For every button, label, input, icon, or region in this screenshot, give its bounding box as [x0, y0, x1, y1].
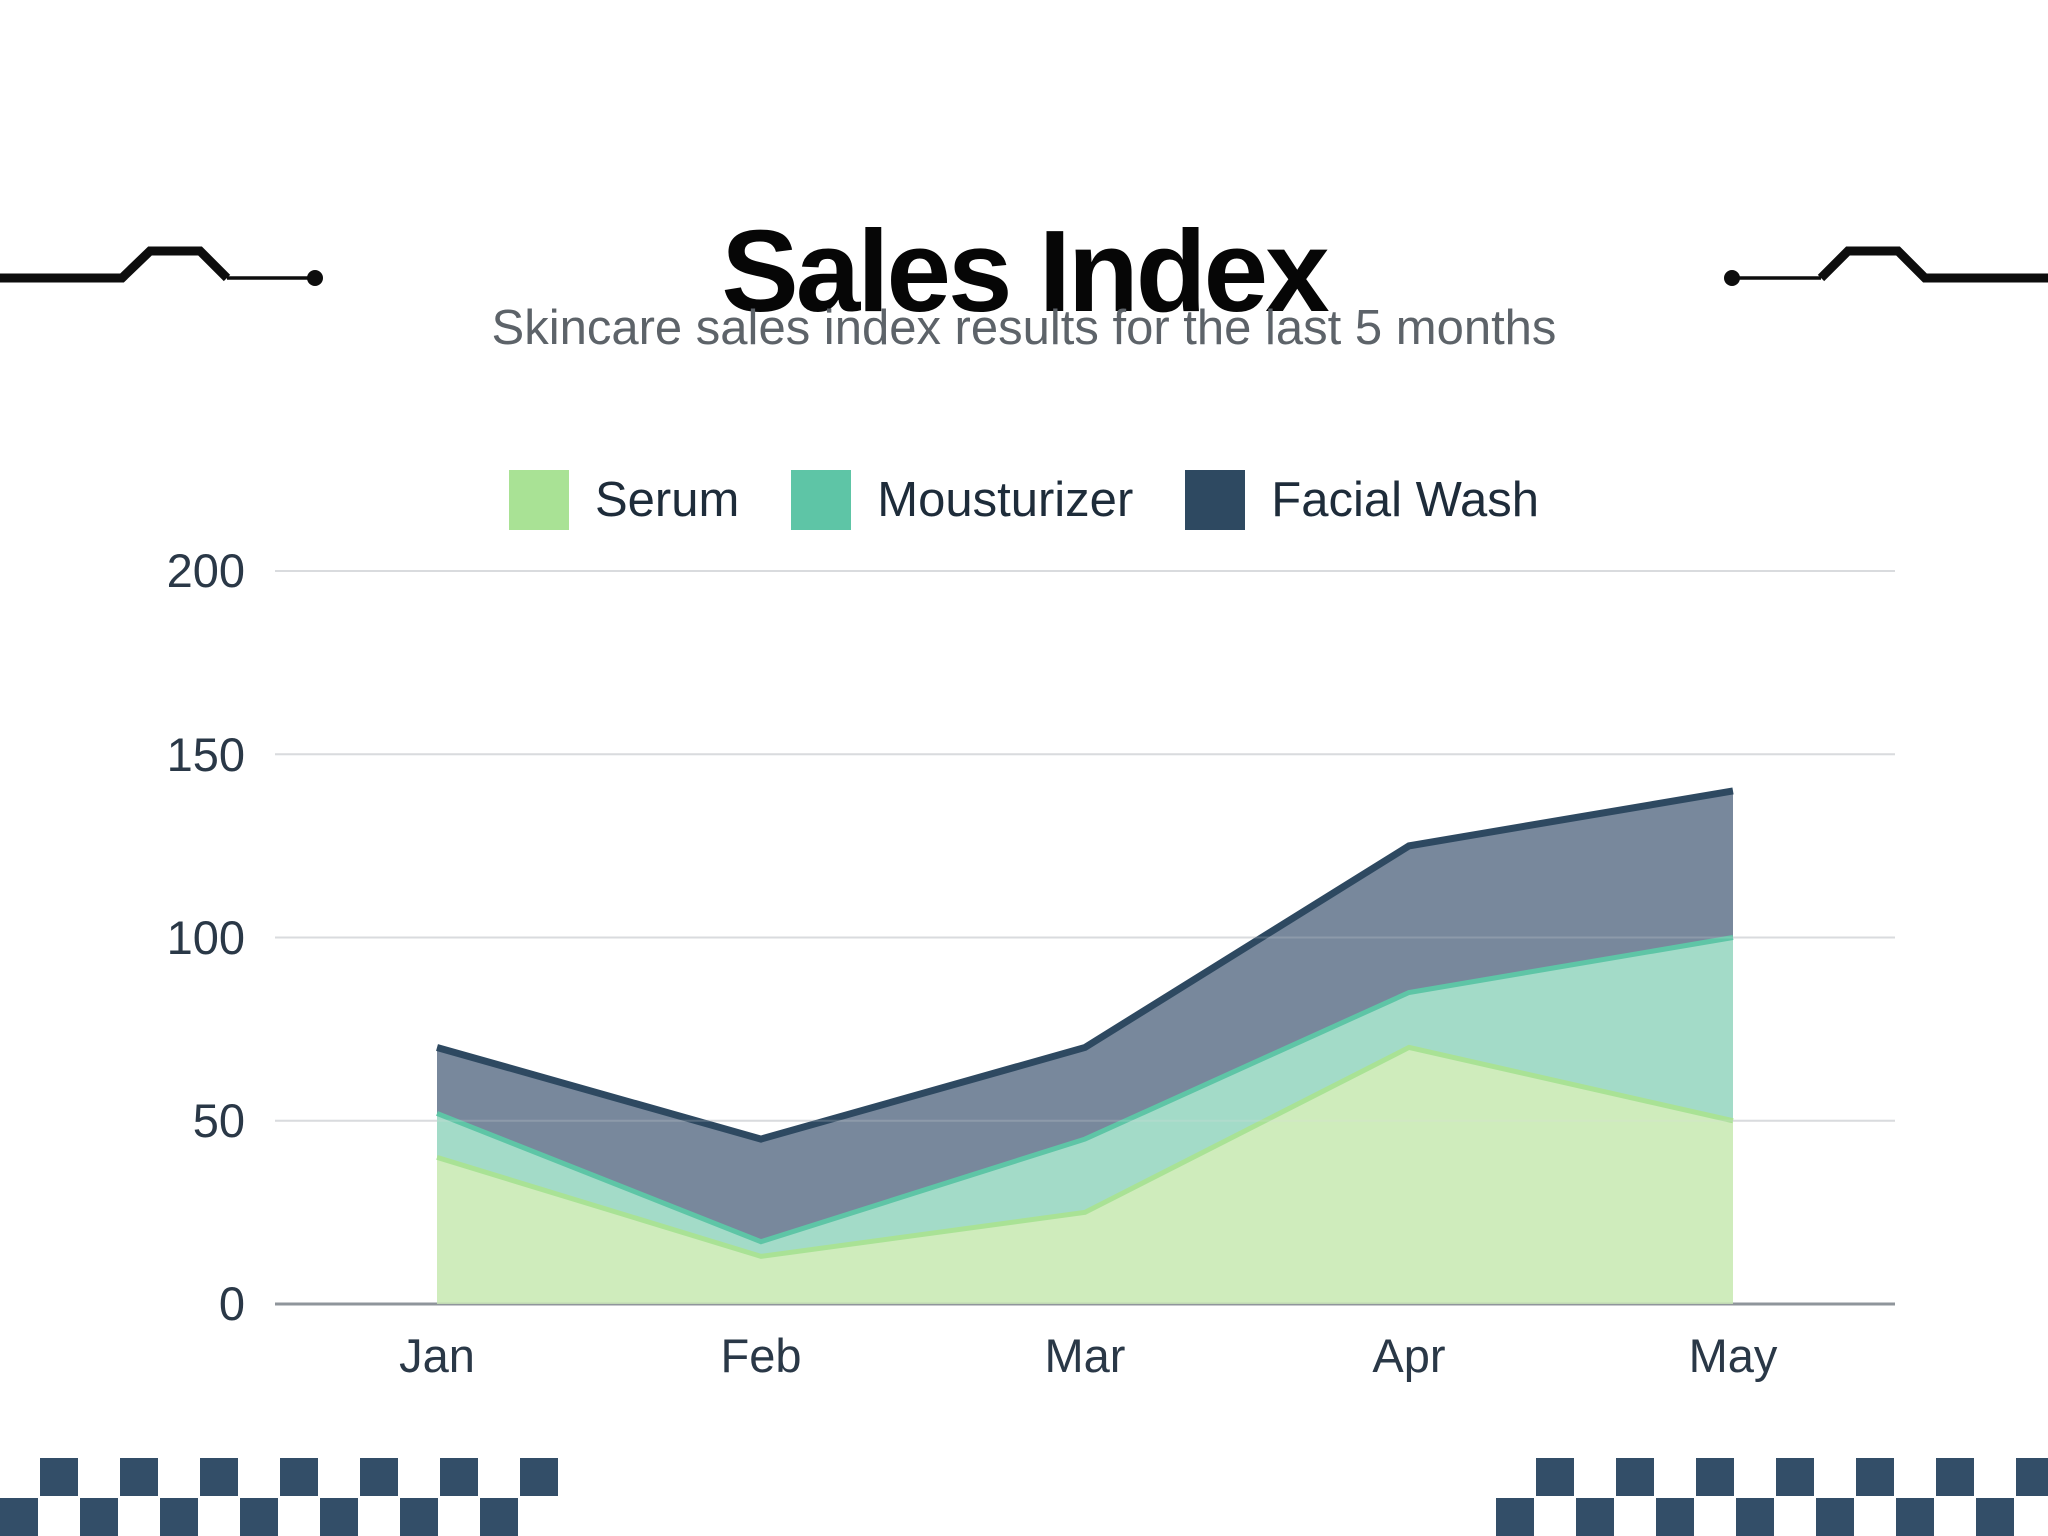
checker-square: [280, 1458, 318, 1496]
facial-wash-color-swatch: [1185, 470, 1246, 530]
checker-square: [360, 1458, 398, 1496]
checker-square: [400, 1498, 438, 1536]
page-subtitle: Skincare sales index results for the las…: [491, 301, 1557, 355]
x-axis-label-may: May: [1688, 1329, 1778, 1382]
checker-square: [1816, 1498, 1854, 1536]
serum-color-swatch: [508, 470, 569, 530]
x-axis-label-feb: Feb: [720, 1329, 802, 1382]
checker-square: [1736, 1498, 1774, 1536]
legend-label-mousturizer: Mousturizer: [877, 472, 1134, 527]
area-serum: [437, 1047, 1733, 1304]
checker-square: [1696, 1458, 1734, 1496]
checker-square: [520, 1458, 558, 1496]
legend-item-serum: Serum: [508, 470, 740, 530]
line-mousturizer: [436, 935, 1734, 1245]
y-axis-tick-50: 50: [192, 1094, 245, 1147]
chart-legend: Serum Mousturizer Facial Wash: [0, 470, 2048, 530]
checker-square: [240, 1498, 278, 1536]
checker-square: [160, 1498, 198, 1536]
checker-square: [480, 1498, 518, 1536]
legend-item-facial-wash: Facial Wash: [1185, 470, 1539, 530]
checker-square: [1536, 1458, 1574, 1496]
line-facial-wash: [436, 787, 1734, 1143]
legend-label-facial-wash: Facial Wash: [1271, 472, 1540, 527]
checker-square: [1936, 1458, 1974, 1496]
checker-square: [1656, 1498, 1694, 1536]
checker-square: [120, 1458, 158, 1496]
y-axis-tick-150: 150: [166, 728, 245, 781]
y-axis-tick-100: 100: [166, 911, 245, 964]
x-axis-label-jan: Jan: [399, 1329, 475, 1382]
mousturizer-color-swatch: [791, 470, 852, 530]
x-axis-label-mar: Mar: [1044, 1329, 1126, 1382]
gridlines-overlay: [275, 570, 1895, 1306]
checker-square: [1616, 1458, 1654, 1496]
checker-square: [0, 1498, 38, 1536]
checker-square: [1896, 1498, 1934, 1536]
checker-square: [1576, 1498, 1614, 1536]
pulse-line-left-decoration: [0, 246, 323, 286]
chart-areas: [436, 787, 1734, 1304]
checkerboard-left-decoration: [0, 1458, 558, 1536]
pulse-line-right-decoration: [1724, 246, 2048, 286]
y-axis-tick-0: 0: [218, 1277, 245, 1330]
line-serum: [436, 1044, 1734, 1259]
legend-label-serum: Serum: [594, 472, 740, 527]
checker-square: [2016, 1458, 2048, 1496]
x-axis-label-apr: Apr: [1372, 1329, 1446, 1382]
checker-square: [40, 1458, 78, 1496]
page-title: Sales Index: [721, 205, 1329, 336]
checker-square: [1496, 1498, 1534, 1536]
checker-square: [1976, 1498, 2014, 1536]
checker-square: [80, 1498, 118, 1536]
legend-item-mousturizer: Mousturizer: [791, 470, 1133, 530]
checker-square: [320, 1498, 358, 1536]
checkerboard-right-decoration: [1496, 1458, 2048, 1536]
y-axis-tick-200: 200: [166, 544, 245, 597]
checker-square: [1776, 1458, 1814, 1496]
checker-square: [440, 1458, 478, 1496]
checker-square: [200, 1458, 238, 1496]
checker-square: [1856, 1458, 1894, 1496]
